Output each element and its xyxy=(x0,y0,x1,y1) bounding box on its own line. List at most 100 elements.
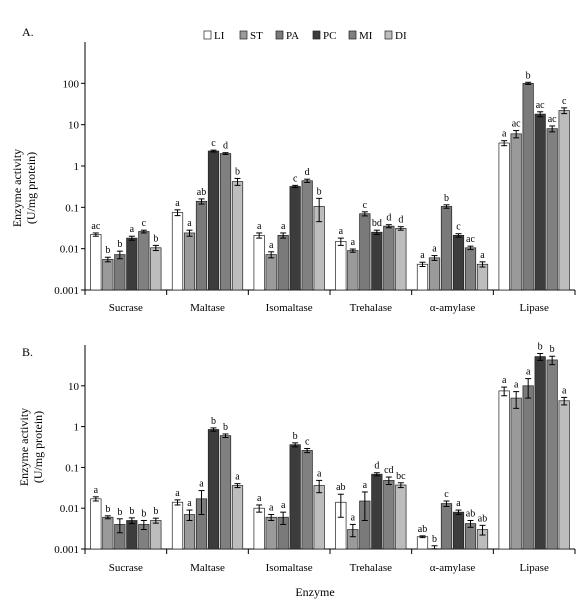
panel-a-bar-pc xyxy=(207,150,220,291)
panel-a-significance-letter: a xyxy=(480,250,485,261)
panel-b-y-tick-label: 0.1 xyxy=(65,462,79,474)
legend-label-pa: PA xyxy=(286,30,299,42)
panel-b-category-label: Lipase xyxy=(520,562,549,574)
panel-b-significance-letter: b xyxy=(432,534,437,545)
panel-b-significance-letter: a xyxy=(456,498,461,509)
panel-a-bar-pa xyxy=(195,200,208,291)
panel-b-bar-pc xyxy=(452,511,465,550)
panel-b-significance-letter: b xyxy=(105,504,110,515)
panel-a-significance-letter: a xyxy=(130,224,135,235)
panel-b-bar-pc xyxy=(126,520,138,550)
panel-b-significance-letter: b xyxy=(153,506,158,517)
panel-a-significance-letter: d xyxy=(386,213,391,224)
panel-a-significance-letter: a xyxy=(432,244,437,255)
panel-a-significance-letter: a xyxy=(339,226,344,237)
panel-a-bar-st xyxy=(265,254,277,291)
panel-a-significance-letter: a xyxy=(351,237,356,248)
panel-b-bar-st xyxy=(510,397,522,550)
panel-b-significance-letter: cd xyxy=(384,465,393,476)
panel-b-y-tick-label: 0.01 xyxy=(60,503,79,515)
panel-a-category-label: Isomaltase xyxy=(266,302,313,314)
panel-a-bar-pa xyxy=(522,82,534,291)
panel-a-bar-mi xyxy=(301,180,313,291)
panel-b-significance-letter: ab xyxy=(478,513,487,524)
legend-label-mi: MI xyxy=(359,30,373,42)
panel-a-significance-letter: a xyxy=(502,129,507,140)
panel-b-significance-letter: a xyxy=(94,485,99,496)
legend-swatch-pa xyxy=(275,30,284,40)
panel-a-significance-letter: d xyxy=(398,215,403,226)
panel-b-bar-st xyxy=(102,516,114,550)
panel-b-significance-letter: b xyxy=(129,506,134,517)
panel-a-y-tick-label: 0.01 xyxy=(60,244,79,256)
panel-b-significance-letter: bc xyxy=(396,471,406,482)
panel-a-significance-letter: b xyxy=(117,239,122,250)
panel-b-significance-letter: b xyxy=(550,344,555,355)
panel-a-bar-mi xyxy=(138,231,150,291)
panel-b-significance-letter: a xyxy=(175,488,180,499)
panel-a-bar-di xyxy=(558,110,570,291)
panel-a-significance-letter: d xyxy=(305,167,310,178)
panel-a-bar-pa xyxy=(440,206,453,291)
panel-a-significance-letter: c xyxy=(293,173,298,184)
panel-b-significance-letter: ab xyxy=(336,482,345,493)
panel-b-bar-li xyxy=(498,390,510,550)
panel-a-bar-mi xyxy=(546,128,558,291)
panel-a-significance-letter: b xyxy=(444,193,449,204)
panel-b-category-label: Sucrase xyxy=(109,562,143,574)
panel-b-significance-letter: a xyxy=(502,375,507,386)
panel-a-bar-st xyxy=(347,250,359,291)
panel-a-significance-letter: a xyxy=(269,240,274,251)
panel-b-category-label: Trehalase xyxy=(350,562,392,574)
panel-b-bar-di xyxy=(313,485,325,550)
panel-a-chart: A. Enzyme activity (U/mg protein) 0.001 0… xyxy=(10,25,576,314)
panel-a-significance-letter: b xyxy=(105,245,110,256)
panel-b-category-label: α-amylase xyxy=(430,562,476,574)
panel-a-significance-letter: c xyxy=(142,218,147,229)
panel-a-bar-li xyxy=(498,142,510,291)
x-axis-label: Enzyme xyxy=(295,585,334,599)
panel-a-ylabel-line1: Enzyme activity xyxy=(10,149,24,227)
panel-a-significance-letter: c xyxy=(211,138,216,149)
panel-b-ylabel-line2: (U/mg protein) xyxy=(31,411,45,483)
panel-a-bar-li xyxy=(416,263,429,291)
panel-a-significance-letter: ac xyxy=(466,234,475,245)
panel-b-significance-letter: b xyxy=(293,431,298,442)
panel-a-bar-pc xyxy=(534,113,546,291)
panel-a-bar-pc xyxy=(452,234,465,291)
panel-b-significance-letter: a xyxy=(187,498,192,509)
panel-b-bar-mi xyxy=(301,450,313,550)
legend-swatch-di xyxy=(384,30,393,40)
panel-b-significance-letter: a xyxy=(363,480,368,491)
panel-a-category-label: Sucrase xyxy=(109,302,143,314)
panel-b-y-tick-label: 0.001 xyxy=(54,544,79,556)
panel-a-category-label: Maltase xyxy=(190,302,225,314)
panel-a-significance-letter: c xyxy=(562,96,567,107)
panel-a-significance-letter: b xyxy=(526,70,531,81)
panel-b-bar-mi xyxy=(219,435,232,550)
panel-b-significance-letter: ab xyxy=(418,524,427,535)
panel-b-bar-li xyxy=(171,501,184,550)
panel-b-significance-letter: a xyxy=(562,385,567,396)
panel-b-bar-st xyxy=(265,516,277,550)
panel-b-significance-letter: a xyxy=(514,380,519,391)
panel-a-y-tick-label: 0.1 xyxy=(65,202,79,214)
panel-b-bar-di xyxy=(558,400,570,550)
panel-b-significance-letter: a xyxy=(235,472,240,483)
panel-a-bar-pa xyxy=(277,234,289,291)
panel-a-bar-st xyxy=(428,257,441,291)
panel-a-label: A. xyxy=(22,25,34,39)
panel-a-significance-letter: b xyxy=(317,186,322,197)
panel-b-significance-letter: ab xyxy=(466,508,475,519)
panel-a-bar-pc xyxy=(126,237,138,291)
panel-b-bar-pc xyxy=(207,429,220,550)
panel-a-significance-letter: a xyxy=(420,250,425,261)
panel-a-ylabel-line2: (U/mg protein) xyxy=(24,152,38,224)
panel-a-bar-li xyxy=(335,241,347,291)
panel-a-bar-pc xyxy=(371,231,383,291)
panel-b-bar-pc xyxy=(289,444,301,550)
panel-a-significance-letter: a xyxy=(281,221,286,232)
panel-a-bar-pc xyxy=(289,186,301,291)
panel-b-bar-di xyxy=(395,484,407,550)
panel-b-significance-letter: a xyxy=(269,503,274,514)
